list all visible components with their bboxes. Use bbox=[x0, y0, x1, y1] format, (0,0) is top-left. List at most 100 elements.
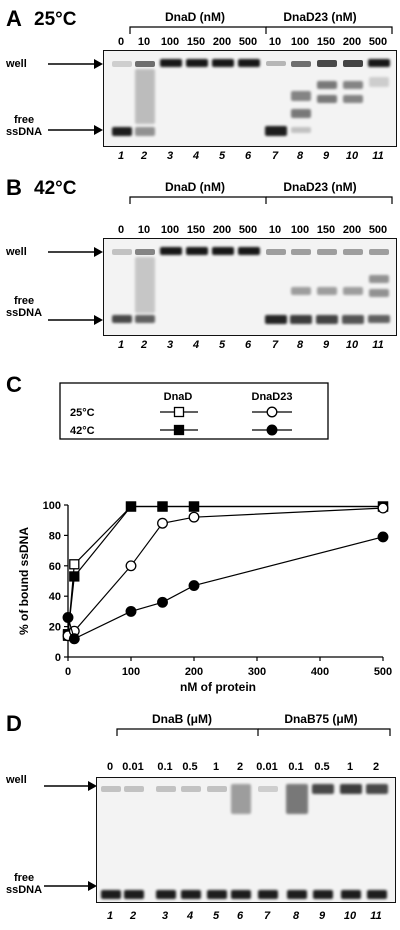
gel-band bbox=[265, 315, 287, 324]
gel-band bbox=[135, 315, 155, 323]
gel-band bbox=[291, 109, 311, 118]
panel-a-gel bbox=[103, 50, 397, 147]
gel-band bbox=[369, 275, 389, 283]
gel-band bbox=[124, 786, 144, 792]
panel-a-lane-5: 5 bbox=[218, 150, 226, 162]
y-tick-label: 40 bbox=[49, 591, 61, 603]
panel-b-gel bbox=[103, 238, 397, 336]
panel-a-conc-9: 150 bbox=[316, 36, 336, 48]
panel-b-conc-11: 500 bbox=[368, 224, 388, 236]
gel-band bbox=[207, 890, 227, 899]
gel-band bbox=[313, 890, 333, 899]
panel-a-arrows bbox=[48, 59, 103, 135]
panel-b-lane-7: 7 bbox=[271, 339, 279, 351]
gel-band bbox=[186, 247, 208, 255]
panel-d-conc-5: 1 bbox=[212, 761, 220, 773]
panel-b-lane-6: 6 bbox=[244, 339, 252, 351]
gel-band bbox=[366, 784, 388, 794]
panel-a-group1: DnaD (nM) bbox=[165, 10, 225, 24]
panel-a-lane-7: 7 bbox=[271, 150, 279, 162]
legend-col-dnad23: DnaD23 bbox=[252, 391, 293, 403]
panel-d-group2: DnaB75 (μM) bbox=[284, 712, 358, 726]
panel-c-letter: C bbox=[6, 372, 22, 397]
gel-band bbox=[343, 95, 363, 103]
gel-smear bbox=[231, 784, 251, 814]
x-tick-label: 0 bbox=[65, 666, 71, 678]
gel-band bbox=[181, 786, 201, 792]
legend-marker bbox=[173, 406, 185, 418]
panel-b-lane-2: 2 bbox=[140, 339, 148, 351]
gel-smear bbox=[286, 784, 308, 814]
y-axis-title: % of bound ssDNA bbox=[17, 527, 31, 635]
panel-b-free-label: free ssDNA bbox=[6, 295, 42, 319]
data-point bbox=[157, 517, 168, 529]
data-point bbox=[157, 501, 168, 512]
panel-b-lane-5: 5 bbox=[218, 339, 226, 351]
legend-marker bbox=[266, 424, 278, 436]
gel-band bbox=[207, 786, 227, 792]
gel-band bbox=[290, 315, 312, 324]
gel-band bbox=[291, 127, 311, 133]
gel-band bbox=[317, 95, 337, 103]
gel-band bbox=[265, 126, 287, 136]
gel-band bbox=[212, 247, 234, 255]
panel-b-temp: 42°C bbox=[34, 178, 77, 199]
panel-d-lane-4: 4 bbox=[186, 910, 194, 922]
panel-b-conc-1: 0 bbox=[117, 224, 125, 236]
panel-b-ssdna-word: ssDNA bbox=[6, 307, 43, 319]
legend-col-dnad: DnaD bbox=[164, 391, 193, 403]
gel-band bbox=[340, 784, 362, 794]
gel-band bbox=[112, 249, 132, 255]
x-axis-title: nM of protein bbox=[180, 680, 256, 694]
panel-d-well-label: well bbox=[6, 774, 27, 786]
gel-band bbox=[112, 315, 132, 323]
y-tick-label: 0 bbox=[55, 652, 61, 664]
panel-d-conc-9: 0.5 bbox=[314, 761, 330, 773]
panel-b-conc-3: 100 bbox=[160, 224, 180, 236]
panel-a-group2: DnaD23 (nM) bbox=[283, 10, 357, 24]
gel-band bbox=[369, 289, 389, 297]
panel-a-conc-11: 500 bbox=[368, 36, 388, 48]
panel-a-conc-8: 100 bbox=[290, 36, 310, 48]
panel-d-lane-11: 11 bbox=[370, 910, 382, 922]
gel-band bbox=[367, 890, 387, 899]
panel-b-lane-9: 9 bbox=[322, 339, 330, 351]
panel-b-conc-9: 150 bbox=[316, 224, 336, 236]
gel-band bbox=[156, 786, 176, 792]
gel-band bbox=[287, 890, 307, 899]
panel-d-lane-10: 10 bbox=[343, 910, 357, 922]
panel-d-conc-3: 0.1 bbox=[157, 761, 173, 773]
y-tick-label: 60 bbox=[49, 561, 61, 573]
panel-d-lane-1: 1 bbox=[106, 910, 114, 922]
x-tick-label: 100 bbox=[122, 666, 140, 678]
gel-band bbox=[312, 784, 334, 794]
gel-band bbox=[160, 59, 182, 67]
panel-a-conc-7: 10 bbox=[268, 36, 282, 48]
panel-a-lane-1: 1 bbox=[117, 150, 125, 162]
panel-a-brackets bbox=[129, 26, 393, 34]
gel-band bbox=[266, 61, 286, 66]
panel-d-lane-8: 8 bbox=[292, 910, 300, 922]
gel-band bbox=[266, 249, 286, 255]
x-tick-label: 200 bbox=[185, 666, 203, 678]
gel-band bbox=[231, 890, 251, 899]
panel-a-conc-3: 100 bbox=[160, 36, 180, 48]
gel-band bbox=[135, 127, 155, 136]
gel-band bbox=[112, 127, 132, 136]
panel-d-group1: DnaB (μM) bbox=[152, 712, 212, 726]
panel-a-well-label: well bbox=[6, 58, 27, 70]
legend-box bbox=[59, 382, 329, 440]
y-tick-label: 100 bbox=[43, 500, 61, 512]
panel-b-conc-4: 150 bbox=[186, 224, 206, 236]
panel-a-letter: A bbox=[6, 6, 22, 31]
gel-smear bbox=[369, 77, 389, 87]
gel-band bbox=[343, 287, 363, 295]
gel-band bbox=[317, 60, 337, 67]
panel-b-lane-1: 1 bbox=[117, 339, 125, 351]
gel-smear bbox=[135, 69, 155, 124]
gel-smear bbox=[135, 257, 155, 313]
panel-d-conc-7: 0.01 bbox=[256, 761, 278, 773]
gel-band bbox=[316, 315, 338, 324]
panel-a-lane-11: 11 bbox=[372, 150, 384, 162]
